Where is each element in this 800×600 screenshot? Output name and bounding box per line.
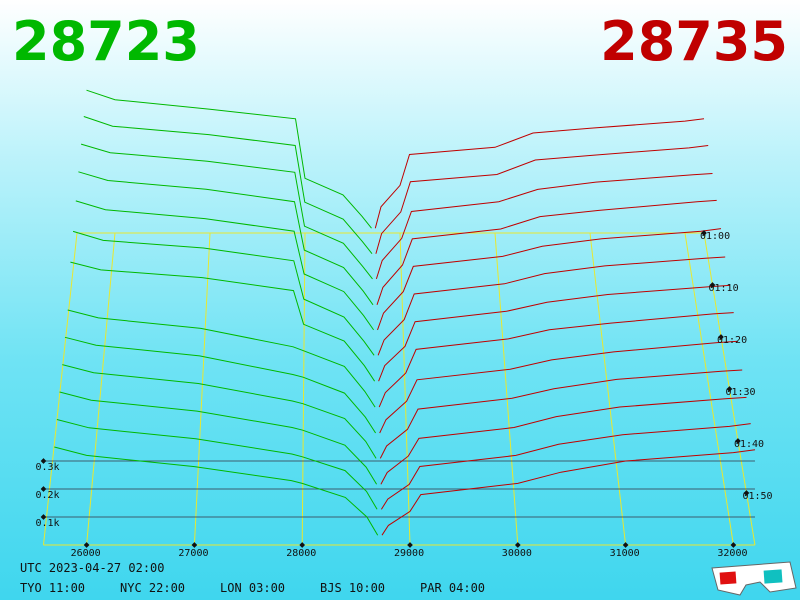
price-grid-line (86, 232, 116, 546)
ask-depth-line (378, 284, 730, 382)
ask-price: 28735 (600, 10, 788, 73)
ask-depth-line (374, 118, 705, 229)
ask-depth-line (380, 396, 747, 485)
price-tick-label: 26000 (71, 548, 101, 559)
ask-depth-line (376, 199, 717, 305)
bid-depth-line (86, 89, 372, 229)
utc-time: UTC 2023-04-27 02:00 (20, 561, 165, 575)
city-clock: PAR 04:00 (420, 581, 485, 595)
time-tick-label: 01:30 (725, 387, 755, 398)
bid-price: 28723 (12, 10, 200, 73)
time-tick-label: 01:20 (717, 335, 747, 346)
time-tick-label: 01:00 (700, 231, 730, 242)
price-grid-line (684, 232, 734, 546)
ask-depth-line (375, 145, 709, 254)
bid-depth-line (67, 309, 376, 408)
bid-depth-line (75, 200, 375, 331)
price-grid-line (494, 232, 519, 546)
price-tick-label: 29000 (394, 548, 424, 559)
price-grid-line (589, 232, 627, 546)
bid-depth-line (62, 364, 377, 459)
tick-diamond (299, 542, 306, 548)
price-tick-label: 27000 (178, 548, 208, 559)
tick-diamond (726, 386, 733, 392)
price-grid-line (301, 232, 306, 546)
tick-diamond (407, 542, 413, 548)
bid-depth-line (83, 116, 373, 255)
bid-depth-line (59, 391, 378, 485)
time-tick-label: 01:40 (734, 439, 764, 450)
time-tick-label: 01:50 (742, 491, 772, 502)
price-grid-line (399, 232, 411, 546)
tick-diamond (701, 230, 707, 236)
bid-depth-line (70, 261, 376, 382)
ask-depth-line (379, 340, 739, 434)
ask-depth-line (377, 228, 722, 331)
tick-diamond (83, 542, 90, 548)
ask-depth-line (379, 369, 743, 459)
bid-depth-line (56, 419, 378, 510)
ask-depth-line (377, 256, 726, 356)
city-clock: LON 03:00 (220, 581, 285, 595)
tick-diamond (743, 490, 750, 496)
city-clock: NYC 22:00 (120, 581, 185, 595)
ask-depth-line (380, 423, 751, 510)
tick-diamond (730, 542, 737, 548)
tick-diamond (40, 514, 47, 520)
tick-diamond (622, 542, 629, 548)
price-tick-label: 32000 (717, 548, 747, 559)
plot: 26000 27000 28000 29000 30000 31000 32000 0.1k 0… (35, 89, 773, 559)
tick-diamond (718, 334, 724, 340)
depth-tick-label: 0.3k (35, 462, 59, 473)
bid-depth-line (80, 143, 373, 280)
price-tick-label: 30000 (502, 548, 532, 559)
tick-diamond (191, 542, 198, 548)
price-grid-line (193, 232, 211, 546)
time-tick-label: 01:10 (708, 283, 738, 294)
ask-depth-line (375, 173, 713, 280)
ask-depth-line (378, 312, 734, 408)
floor-edge (42, 232, 78, 546)
depth-tick-label: 0.2k (35, 490, 59, 501)
price-tick-label: 28000 (286, 548, 316, 559)
glasses-icon (711, 561, 797, 596)
bid-depth-line (72, 230, 375, 356)
bid-depth-line (64, 336, 377, 434)
bid-depth-line (78, 171, 374, 306)
ask-depth-line (381, 449, 756, 536)
tick-diamond (709, 282, 716, 288)
city-clock: BJS 10:00 (320, 581, 385, 595)
price-tick-label: 31000 (610, 548, 640, 559)
tick-diamond (514, 542, 521, 548)
depth-tick-label: 0.1k (35, 518, 59, 529)
city-clock: TYO 11:00 (20, 581, 85, 595)
tick-diamond (735, 438, 741, 444)
bid-depth-line (54, 446, 379, 536)
